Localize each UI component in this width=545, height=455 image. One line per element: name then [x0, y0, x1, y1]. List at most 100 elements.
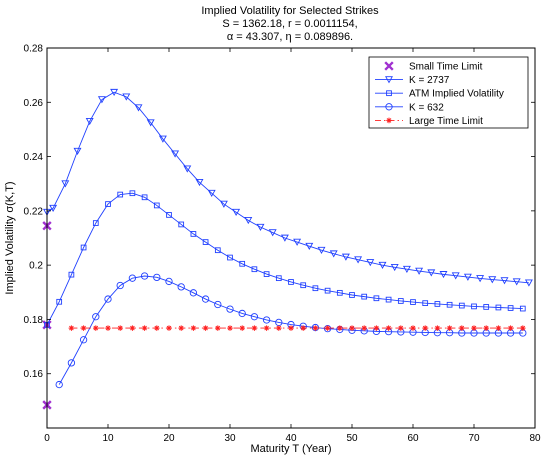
series-2-point-16	[239, 260, 246, 267]
legend-marker-3	[385, 103, 393, 111]
series-1-point-17	[244, 217, 253, 225]
series-4-point-12	[215, 325, 221, 331]
series-layer	[42, 88, 533, 410]
y-tick-label-4: 0.24	[24, 152, 44, 163]
series-2-point-1	[56, 298, 63, 305]
series-3-point-0	[55, 380, 63, 389]
series-4-point-27	[398, 325, 404, 331]
series-4-point-35	[495, 325, 502, 331]
series-3-line	[58, 275, 523, 385]
series-3-point-13	[214, 300, 222, 309]
x-tick-label-0: 0	[44, 433, 50, 444]
chart-title-line-3: α = 43.307, η = 0.089896.	[227, 31, 353, 43]
series-1-point-36	[476, 275, 485, 283]
series-2-point-29	[397, 298, 404, 304]
series-2-point-25	[349, 292, 355, 298]
series-1-point-32	[427, 269, 436, 277]
series-1-point-3	[73, 147, 82, 155]
series-4-point-20	[312, 325, 319, 331]
series-4-point-36	[507, 325, 514, 331]
series-2-point-7	[129, 190, 136, 197]
series-2-point-9	[153, 202, 160, 209]
series-1-point-12	[183, 165, 192, 173]
x-tick-label-4: 40	[285, 433, 297, 444]
series-4-point-33	[471, 325, 477, 331]
series-1-point-22	[305, 242, 314, 250]
y-tick-label-2: 0.2	[29, 261, 43, 272]
x-tick-label-1: 10	[102, 433, 114, 444]
series-1-point-31	[415, 267, 424, 275]
y-tick-label-0: 0.16	[24, 369, 44, 380]
series-2-point-34	[458, 302, 465, 309]
series-3-point-9	[165, 277, 173, 286]
series-1-point-11	[171, 150, 180, 158]
series-2-point-26	[361, 293, 368, 300]
series-4-point-24	[361, 325, 367, 331]
x-tick-label-5: 50	[346, 433, 358, 444]
legend-marker-4	[386, 117, 392, 124]
series-2-point-24	[336, 289, 343, 296]
series-2-point-8	[141, 194, 148, 201]
series-1-point-37	[488, 276, 497, 284]
series-1-point-16	[232, 208, 241, 217]
series-2-point-12	[190, 231, 197, 237]
series-2-point-33	[446, 301, 453, 308]
series-1-point-20	[280, 234, 289, 242]
series-2-point-18	[263, 271, 270, 277]
legend-marker-1	[385, 76, 393, 84]
series-3-point-14	[226, 305, 234, 313]
series-1-point-30	[402, 265, 411, 274]
series-2	[44, 190, 526, 328]
series-1-point-39	[512, 278, 521, 286]
series-1-point-7	[122, 93, 131, 101]
series-2-point-2	[68, 271, 75, 278]
legend-entry-2: ATM Implied Volatility	[375, 89, 504, 100]
series-1-point-27	[366, 259, 375, 267]
series-2-point-13	[202, 239, 209, 245]
series-2-point-5	[105, 201, 111, 207]
y-tick-label-5: 0.26	[24, 98, 44, 109]
series-4-point-30	[434, 325, 441, 331]
series-1-point-19	[268, 229, 277, 237]
series-3-point-1	[67, 359, 76, 367]
series-3-point-16	[250, 313, 259, 321]
legend-marker-2	[386, 90, 392, 97]
series-4-point-26	[385, 325, 392, 331]
series-4-point-2	[93, 325, 99, 331]
series-4-point-17	[276, 325, 282, 331]
series-1-line	[46, 91, 529, 284]
series-4-point-34	[483, 325, 489, 331]
series-4-point-23	[349, 325, 355, 331]
series-2-point-6	[117, 191, 124, 198]
series-2-point-14	[214, 247, 221, 254]
series-4-point-6	[141, 325, 148, 331]
legend-entry-0: Small Time Limit	[384, 61, 483, 73]
series-4-point-32	[459, 325, 465, 331]
series-1-point-14	[207, 189, 216, 198]
series-4-point-14	[239, 325, 245, 331]
series-2-point-39	[519, 305, 526, 312]
series-1-point-24	[329, 250, 338, 258]
series-2-point-27	[373, 295, 380, 302]
series-3-point-2	[79, 336, 88, 344]
legend-label-0: Small Time Limit	[409, 62, 483, 73]
series-4-point-37	[520, 325, 526, 331]
legend-label-4: Large Time Limit	[409, 116, 483, 127]
series-1-point-4	[85, 117, 94, 126]
x-axis-label: Maturity T (Year)	[250, 443, 331, 455]
series-4-point-7	[154, 325, 160, 331]
y-axis-label: Implied Volatility σ(K,T)	[4, 181, 16, 294]
chart-title-line-2: S = 1362.18, r = 0.0011154,	[222, 18, 357, 30]
series-4-point-31	[446, 325, 453, 331]
x-tick-label-8: 80	[529, 433, 541, 444]
series-1-point-21	[293, 238, 302, 246]
series-2-point-37	[495, 304, 502, 311]
y-tick-label-6: 0.28	[24, 44, 44, 55]
legend-box	[368, 56, 529, 129]
series-2-point-4	[92, 220, 99, 226]
series-1-point-33	[439, 271, 448, 279]
series-2-point-28	[385, 296, 392, 303]
series-4-point-9	[178, 325, 184, 331]
series-3-point-11	[189, 289, 198, 297]
